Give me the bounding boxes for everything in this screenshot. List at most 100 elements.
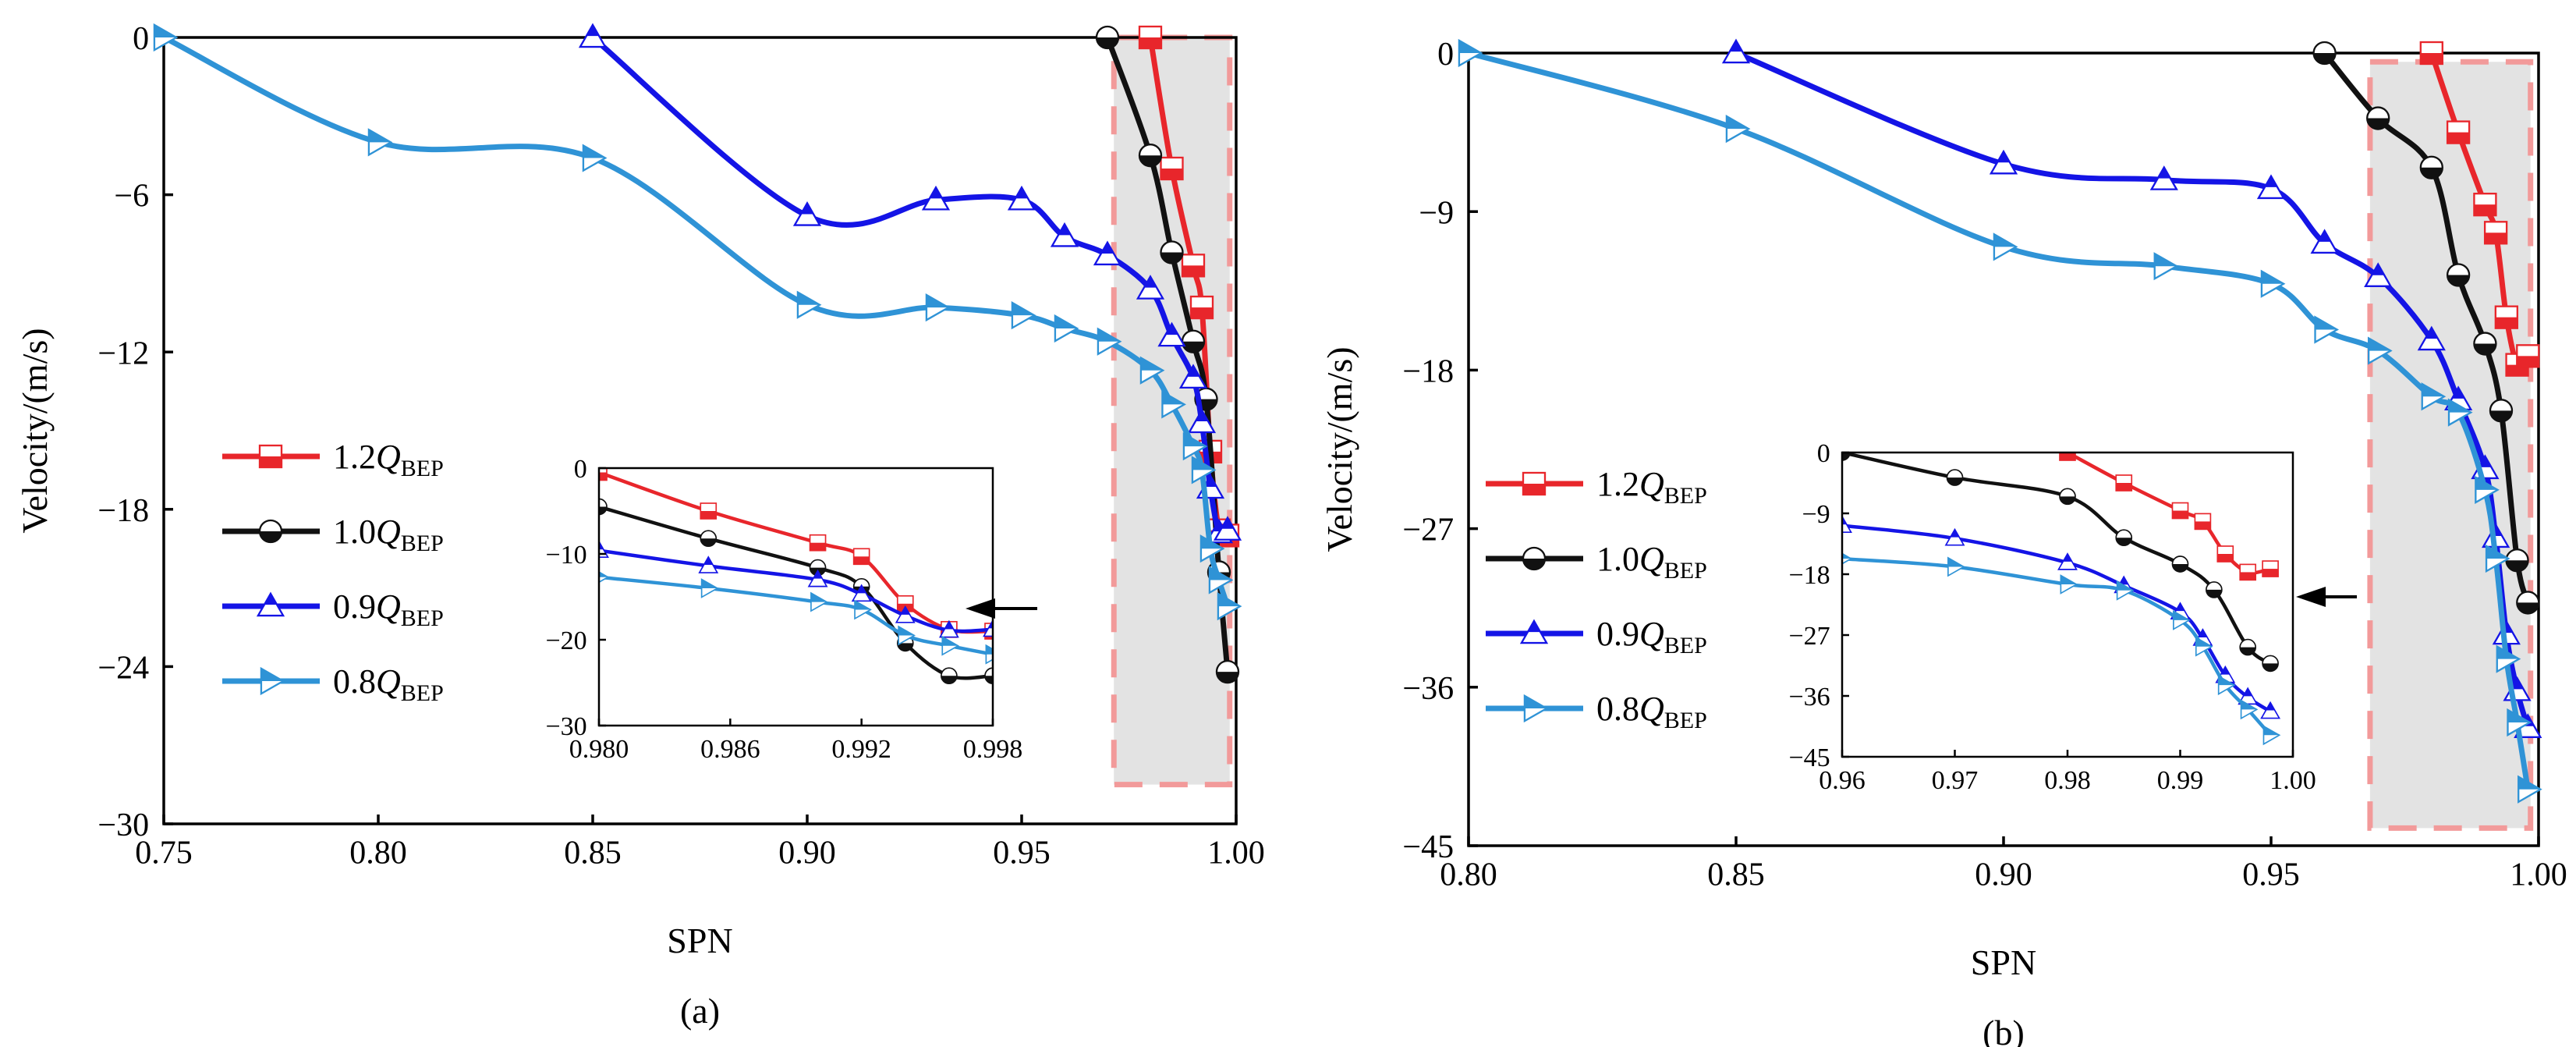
x-tick-label: 0.75 xyxy=(135,835,193,871)
inset-x-tick-label: 0.98 xyxy=(2044,766,2091,795)
legend-label-sub: BEP xyxy=(401,605,444,631)
data-point xyxy=(2256,174,2286,200)
legend-label-3: 0.8QBEP xyxy=(1596,690,1707,733)
legend-label-1: 1.0QBEP xyxy=(333,513,444,556)
legend-marker-1 xyxy=(258,519,283,544)
x-tick-label: 0.80 xyxy=(349,835,407,871)
inset-data-point xyxy=(1842,515,1852,534)
data-point xyxy=(1160,156,1184,181)
legend-label-sub: BEP xyxy=(1664,558,1707,584)
data-point xyxy=(1093,240,1122,266)
legend-label-number: 1.0 xyxy=(333,513,376,551)
legend-label-q: Q xyxy=(376,438,401,476)
data-point xyxy=(1208,566,1234,594)
data-point xyxy=(367,128,393,157)
chart-panel-b: 0.80 0.85 0.90 0.95 1.000−9−18−27−36−45SPNVe… xyxy=(1320,37,2567,1047)
inset-x-tick-label: 1.00 xyxy=(2270,766,2316,795)
inset-data-point xyxy=(895,605,916,623)
inset-data-point xyxy=(1842,552,1853,565)
legend-label-q: Q xyxy=(376,513,401,551)
inset-data-point xyxy=(941,667,958,685)
inset-x-tick-label: 0.99 xyxy=(2157,766,2204,795)
y-tick-label: −18 xyxy=(97,493,149,529)
data-point xyxy=(2516,591,2540,615)
data-point xyxy=(1181,254,1206,278)
inset-data-point xyxy=(2262,725,2281,746)
inset-x-tick-label: 0.97 xyxy=(1932,766,1979,795)
data-point xyxy=(1458,38,1483,68)
data-point xyxy=(2518,775,2542,804)
data-point xyxy=(2153,252,2179,281)
data-point xyxy=(578,23,608,48)
inset-pointer-arrowhead xyxy=(2296,587,2326,607)
inset-data-point xyxy=(1946,469,1964,486)
legend-label-number: 0.9 xyxy=(1596,615,1639,653)
data-point xyxy=(1199,534,1225,563)
inset-y-tick-label: −20 xyxy=(546,626,587,655)
inset-data-point xyxy=(599,498,608,516)
inset-data-point xyxy=(2260,701,2281,719)
inset-data-point xyxy=(698,555,719,573)
legend-marker-3 xyxy=(260,666,285,696)
inset-plot-area xyxy=(1842,453,2281,746)
inset-data-point xyxy=(2216,545,2234,563)
data-point xyxy=(2419,41,2443,66)
data-point xyxy=(1157,321,1186,347)
inset-data-point xyxy=(1944,527,1965,546)
legend-label-number: 0.9 xyxy=(333,587,376,626)
data-point xyxy=(2447,398,2473,427)
inset-chart: 0.980 0.986 0.992 0.998 0 −10 −20 −30 xyxy=(546,455,1023,764)
y-tick-label: −18 xyxy=(1402,354,1454,390)
inset-data-point xyxy=(1947,556,1965,577)
inset-data-point xyxy=(2173,609,2191,630)
inset-data-point xyxy=(2239,638,2257,656)
inset-data-point xyxy=(2239,563,2257,581)
inset-y-tick-label: 0 xyxy=(1817,439,1830,468)
inset-data-point xyxy=(700,578,719,598)
data-point xyxy=(2473,332,2497,356)
inset-y-tick-label: −30 xyxy=(546,712,587,741)
inset-chart: 0.96 0.97 0.98 0.99 1.00 0 −9 −18 −27 −36 −45 xyxy=(1789,439,2316,795)
data-point xyxy=(1095,25,1120,50)
inset-y-tick-label: −45 xyxy=(1789,744,1830,772)
inset-y-tick-label: −10 xyxy=(546,541,587,570)
y-tick-label: −24 xyxy=(97,651,149,687)
data-point xyxy=(2260,269,2286,298)
data-point xyxy=(1160,240,1184,264)
x-tick-label: 0.95 xyxy=(993,835,1051,871)
data-point xyxy=(2419,155,2443,179)
legend-label-0: 1.2QBEP xyxy=(1596,465,1707,509)
legend-label-sub: BEP xyxy=(401,456,444,481)
legend-marker-2 xyxy=(1519,619,1549,644)
inset-data-point xyxy=(2195,636,2213,657)
y-tick-label: 0 xyxy=(1437,37,1454,73)
legend-marker-3 xyxy=(1523,694,1549,723)
legend-label-q: Q xyxy=(1639,540,1664,578)
data-point xyxy=(2367,336,2393,365)
data-point xyxy=(2314,315,2340,344)
legend-label-3: 0.8QBEP xyxy=(333,662,444,706)
legend-label-1: 1.0QBEP xyxy=(1596,540,1707,584)
legend-label-q: Q xyxy=(376,587,401,626)
data-point xyxy=(1050,222,1079,247)
inset-data-point xyxy=(2262,560,2279,577)
legend-marker-0 xyxy=(258,444,283,469)
inset-data-point xyxy=(938,619,959,638)
data-point xyxy=(1178,364,1208,389)
data-point xyxy=(1194,387,1218,411)
data-point xyxy=(1191,456,1217,484)
inset-data-point xyxy=(2116,580,2135,601)
data-point xyxy=(2505,548,2529,573)
y-tick-label: −30 xyxy=(97,807,149,843)
data-point xyxy=(1215,659,1240,684)
data-point xyxy=(1138,144,1163,168)
inset-plot-area xyxy=(599,468,993,685)
x-tick-label: 0.85 xyxy=(564,835,622,871)
legend-label-2: 0.9QBEP xyxy=(1596,615,1707,658)
data-point xyxy=(796,290,822,319)
legend-label-number: 0.8 xyxy=(1596,690,1639,728)
data-point xyxy=(1213,516,1242,541)
data-point xyxy=(1011,301,1036,330)
data-point xyxy=(2417,325,2446,351)
inset-data-point xyxy=(2206,581,2223,598)
